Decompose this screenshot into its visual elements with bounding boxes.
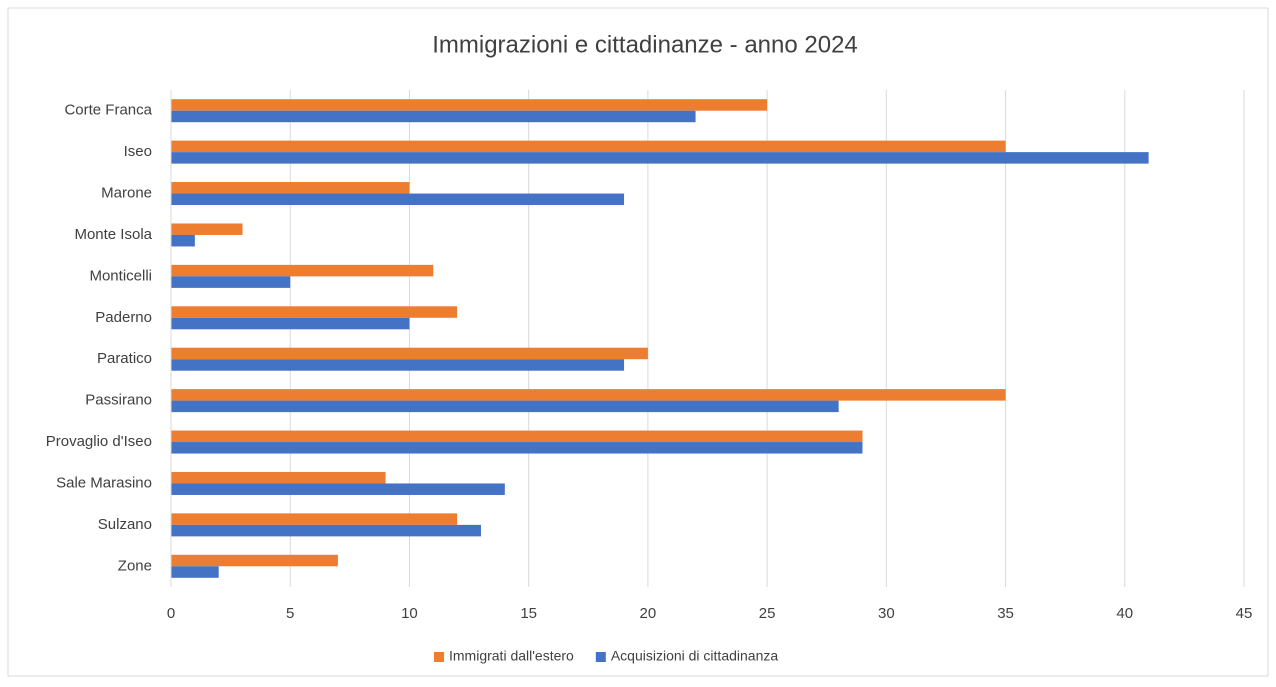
bar: [171, 513, 458, 525]
bar: [171, 99, 768, 111]
bar: [171, 306, 458, 318]
bar: [171, 554, 338, 567]
x-tick-label: 45: [1236, 605, 1253, 622]
bar: [171, 140, 1006, 153]
y-tick-label: Monte Isola: [74, 226, 152, 243]
y-tick-label: Marone: [101, 185, 152, 202]
bar: [171, 234, 195, 247]
x-tick-label: 25: [759, 605, 776, 622]
x-tick-label: 30: [878, 605, 895, 622]
bar: [171, 430, 863, 443]
x-tick-label: 20: [640, 605, 657, 622]
bar: [171, 483, 505, 495]
y-tick-label: Passirano: [85, 392, 152, 409]
bar: [171, 524, 481, 537]
bar: [171, 317, 410, 330]
y-tick-label: Paderno: [95, 309, 152, 326]
x-tick-label: 10: [401, 605, 418, 622]
bar: [171, 276, 291, 288]
x-tick-label: 15: [520, 605, 537, 622]
x-tick-label: 0: [167, 605, 175, 622]
y-tick-label: Zone: [118, 557, 152, 574]
bar: [171, 347, 648, 360]
y-tick-label: Corte Franca: [64, 102, 152, 119]
bar: [171, 389, 1006, 401]
y-tick-label: Provaglio d'Iseo: [46, 433, 152, 450]
y-tick-label: Iseo: [124, 143, 152, 160]
bar: [171, 223, 243, 235]
bar: [171, 359, 625, 371]
x-tick-label: 5: [286, 605, 294, 622]
bar: [171, 471, 386, 484]
x-tick-label: 35: [997, 605, 1014, 622]
y-tick-label: Paratico: [97, 350, 152, 367]
bar: [171, 182, 410, 194]
bar: [171, 193, 625, 206]
x-tick-label: 40: [1116, 605, 1133, 622]
y-tick-label: Monticelli: [89, 267, 152, 284]
bar: [171, 442, 863, 454]
legend-label: Immigrati dall'estero: [449, 648, 574, 664]
legend-label: Acquisizioni di cittadinanza: [611, 648, 779, 664]
bar: [171, 264, 434, 277]
legend-swatch: [595, 652, 606, 662]
bar: [171, 110, 696, 123]
chart-title: Immigrazioni e cittadinanze - anno 2024: [432, 31, 858, 58]
bar: [171, 400, 839, 413]
y-tick-label: Sale Marasino: [56, 474, 152, 491]
bar: [171, 566, 219, 578]
legend-swatch: [434, 652, 444, 662]
y-tick-label: Sulzano: [98, 516, 152, 533]
bar: [171, 152, 1149, 164]
